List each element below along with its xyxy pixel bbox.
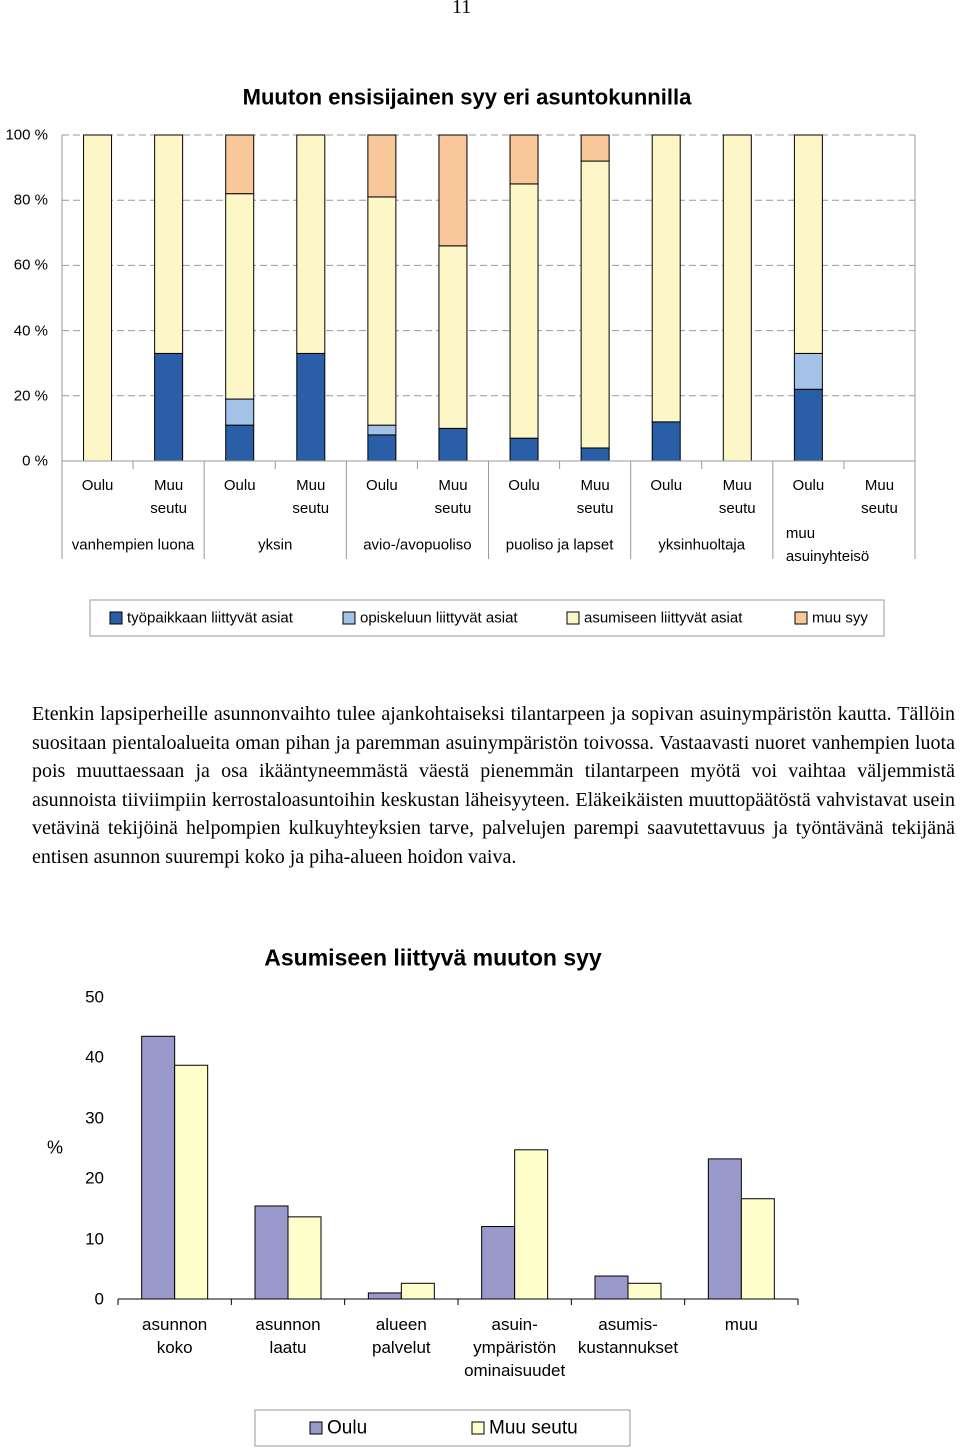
bar xyxy=(740,1198,775,1300)
bar xyxy=(400,1282,435,1300)
bar xyxy=(367,1292,402,1300)
bar-segment xyxy=(793,134,823,354)
chart-title: Muuton ensisijainen syy eri asuntokunnil… xyxy=(242,84,692,110)
x-tick-label: Oulu xyxy=(650,477,683,494)
bar-segment xyxy=(225,424,255,462)
bar-segment xyxy=(509,134,539,185)
group-label: avio-/avopuoliso xyxy=(363,536,472,554)
x-tick-label: asumis- kustannukset xyxy=(577,1315,679,1357)
x-tick-label: Muu seutu xyxy=(292,477,330,517)
bar-segment xyxy=(367,434,397,462)
x-tick-label: asuin- ympäristön ominaisuudet xyxy=(464,1315,566,1380)
x-tick-label: Muu seutu xyxy=(576,477,614,517)
y-tick-label: 10 xyxy=(85,1229,104,1249)
legend-swatch xyxy=(309,1421,323,1435)
bar xyxy=(514,1149,549,1300)
y-tick-label: 60 % xyxy=(13,256,48,274)
x-tick-label: Oulu xyxy=(366,477,398,494)
y-tick-label: 50 xyxy=(85,987,104,1007)
bar-segment xyxy=(367,134,397,198)
y-tick-label: 0 xyxy=(94,1289,104,1309)
bar-segment xyxy=(225,398,255,426)
bar-segment xyxy=(83,134,113,462)
x-tick-label: Oulu xyxy=(792,477,825,494)
y-tick-label: 20 xyxy=(85,1168,104,1188)
group-label: vanhempien luona xyxy=(71,536,195,554)
x-tick-label: Muu seutu xyxy=(150,477,187,517)
x-tick-label: Muu seutu xyxy=(718,477,756,517)
x-tick-label: asunnon koko xyxy=(142,1315,208,1357)
legend-swatch xyxy=(342,611,356,625)
legend-swatch xyxy=(566,611,580,625)
legend-label: opiskeluun liittyvät asiat xyxy=(360,609,518,627)
bar-segment xyxy=(154,352,184,462)
paragraph: Etenkin lapsiperheille asunnonvaihto tul… xyxy=(32,703,955,868)
bar xyxy=(287,1216,322,1300)
bar-segment xyxy=(793,388,823,462)
x-tick-label: Muu seutu xyxy=(434,477,472,517)
bar-segment xyxy=(367,424,397,436)
bar-segment xyxy=(509,183,539,439)
legend-swatch xyxy=(794,611,808,625)
bar-segment xyxy=(580,447,610,462)
bar xyxy=(141,1035,176,1300)
y-tick-label: 100 % xyxy=(5,126,48,144)
x-tick-label: Muu seutu xyxy=(861,477,898,517)
bar-segment xyxy=(296,352,326,462)
group-label: muu asuinyhteisö xyxy=(785,525,870,565)
y-axis-label: % xyxy=(46,1137,64,1158)
bar-segment xyxy=(367,196,397,426)
y-tick-label: 80 % xyxy=(13,191,48,209)
bar-segment xyxy=(580,134,610,162)
bar-segment xyxy=(438,427,468,462)
legend-swatch xyxy=(471,1421,485,1435)
bar xyxy=(627,1282,662,1300)
y-tick-label: 40 % xyxy=(13,322,48,340)
page-number: 11 xyxy=(452,0,472,18)
group-label: yksinhuoltaja xyxy=(658,536,746,554)
x-tick-label: Oulu xyxy=(223,477,256,494)
bar xyxy=(707,1158,742,1300)
bar-segment xyxy=(438,134,468,247)
bar xyxy=(594,1275,629,1300)
bar-segment xyxy=(225,193,255,400)
legend-label: Muu seutu xyxy=(489,1417,578,1439)
x-tick-label: Oulu xyxy=(508,477,540,494)
legend-box xyxy=(254,1409,631,1447)
y-tick-label: 30 xyxy=(85,1108,104,1128)
bar-segment xyxy=(651,421,681,462)
bar-segment xyxy=(722,134,752,462)
legend-box xyxy=(89,599,885,637)
group-label: yksin xyxy=(258,536,293,554)
bar-segment xyxy=(154,134,184,354)
legend-label: työpaikkaan liittyvät asiat xyxy=(127,609,293,627)
group-label: puoliso ja lapset xyxy=(505,536,614,554)
x-tick-label: asunnon laatu xyxy=(255,1315,321,1357)
bar-segment xyxy=(225,134,255,195)
bar-segment xyxy=(296,134,326,354)
chart-title: Asumiseen liittyvä muuton syy xyxy=(264,944,602,971)
legend-swatch xyxy=(109,611,123,625)
x-tick-label: Oulu xyxy=(81,477,114,494)
y-tick-label: 20 % xyxy=(13,387,48,405)
bar xyxy=(254,1205,289,1300)
legend-label: asumiseen liittyvät asiat xyxy=(584,609,743,627)
x-tick-label: alueen palvelut xyxy=(372,1315,431,1357)
bar-segment xyxy=(509,437,539,462)
y-tick-label: 40 xyxy=(85,1047,104,1067)
bar-segment xyxy=(793,352,823,390)
y-tick-label: 0 % xyxy=(22,452,48,470)
legend-label: muu syy xyxy=(812,609,868,627)
bar-segment xyxy=(580,160,610,449)
bar xyxy=(481,1226,516,1300)
bar-segment xyxy=(651,134,681,423)
legend-label: Oulu xyxy=(327,1417,368,1439)
bar xyxy=(174,1064,209,1300)
x-tick-label: muu xyxy=(724,1315,758,1334)
bar-segment xyxy=(438,245,468,429)
